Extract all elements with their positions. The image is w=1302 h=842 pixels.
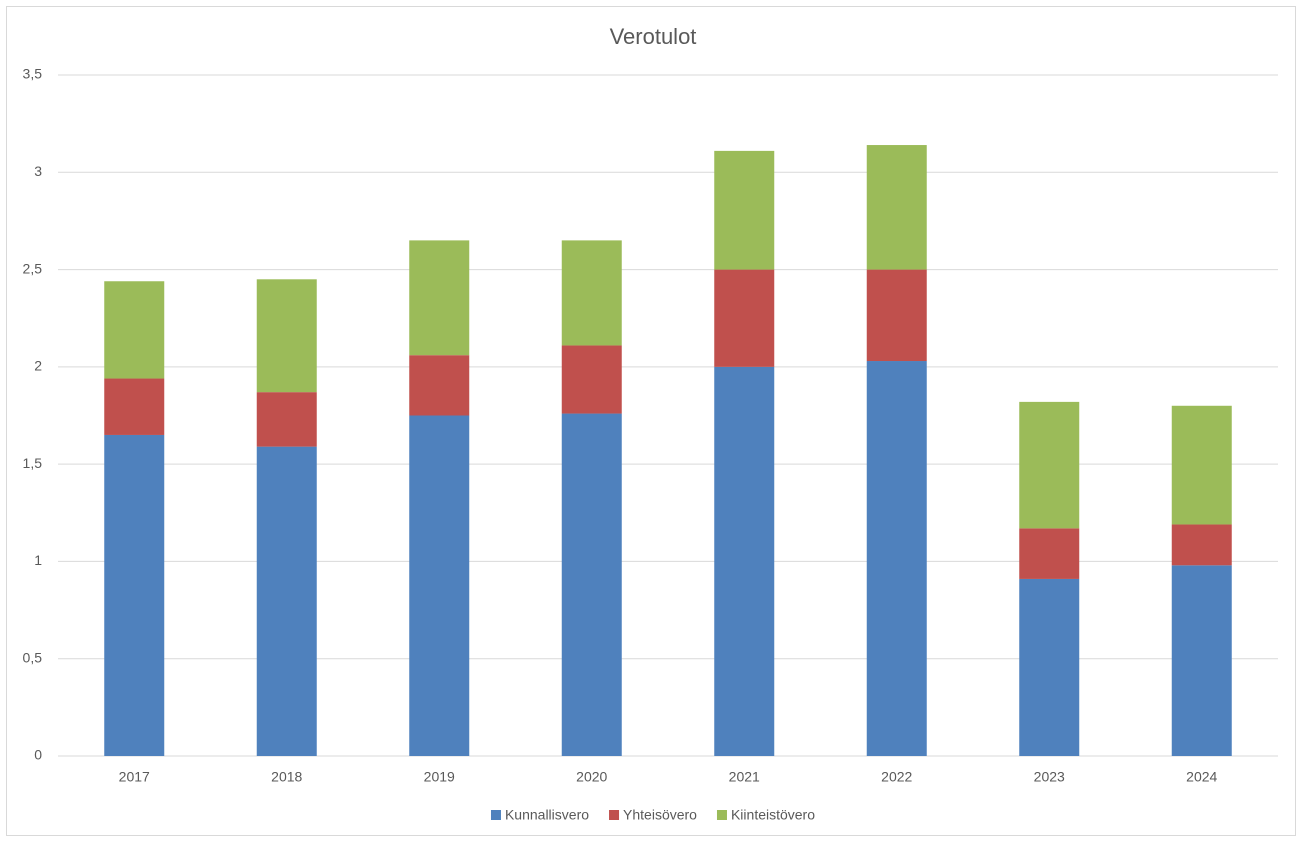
bar-segment [1171, 524, 1232, 566]
legend-swatch [716, 810, 727, 820]
y-tick-label: 3,5 [23, 66, 43, 82]
chart-border [6, 6, 1296, 836]
bar-segment [1171, 405, 1232, 525]
x-tick-label: 2022 [881, 769, 912, 785]
bar-segment [866, 269, 927, 362]
y-tick-label: 1,5 [23, 455, 43, 471]
x-tick-label: 2021 [729, 769, 760, 785]
legend-label: Yhteisövero [623, 807, 697, 823]
x-tick-label: 2020 [576, 769, 607, 785]
legend-label: Kunnallisvero [505, 807, 589, 823]
bar-segment [104, 434, 165, 756]
chart-title: Verotulot [610, 24, 697, 49]
bar-segment [256, 392, 317, 447]
bar-segment [714, 366, 775, 756]
y-tick-label: 0 [34, 747, 42, 763]
x-tick-label: 2024 [1186, 769, 1217, 785]
bar-segment [561, 240, 622, 346]
bar-segment [714, 269, 775, 367]
x-tick-label: 2017 [119, 769, 150, 785]
bar-segment [256, 446, 317, 756]
bar-segment [866, 145, 927, 270]
bar-segment [561, 345, 622, 414]
bar-segment [561, 413, 622, 756]
bar-segment [866, 361, 927, 756]
legend-label: Kiinteistövero [731, 807, 815, 823]
bar-segment [256, 279, 317, 393]
bar-segment [104, 281, 165, 379]
bar-segment [1019, 528, 1080, 579]
bar-segment [409, 355, 470, 416]
bar-segment [1171, 565, 1232, 756]
x-tick-label: 2023 [1034, 769, 1065, 785]
y-tick-label: 1 [34, 552, 42, 568]
bar-segment [1019, 401, 1080, 529]
bar-segment [714, 150, 775, 270]
y-tick-label: 3 [34, 163, 42, 179]
bar-segment [409, 240, 470, 356]
legend-swatch [609, 810, 620, 820]
y-tick-label: 0,5 [23, 649, 43, 665]
x-tick-label: 2019 [424, 769, 455, 785]
y-tick-label: 2 [34, 358, 42, 374]
bar-segment [1019, 578, 1080, 756]
x-tick-label: 2018 [271, 769, 302, 785]
bar-segment [104, 378, 165, 435]
legend-swatch [490, 810, 501, 820]
bar-segment [409, 415, 470, 756]
y-tick-label: 2,5 [23, 260, 43, 276]
